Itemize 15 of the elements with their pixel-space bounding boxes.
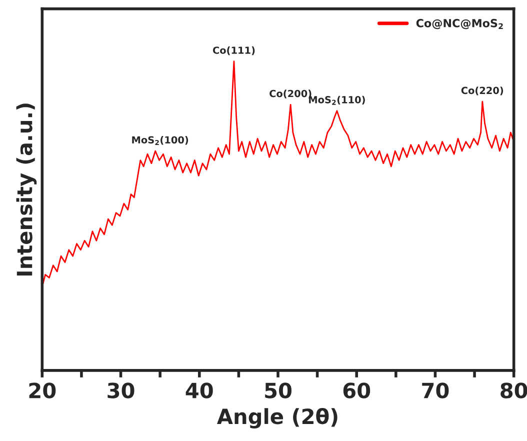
x-axis-title: Angle (2θ)	[216, 408, 338, 428]
x-tick-label: 20	[29, 382, 56, 398]
annotation: Co(220)	[461, 86, 504, 96]
annotation: MoS$_{2}$(100)	[132, 136, 188, 145]
x-tick-label: 70	[422, 382, 449, 398]
annotation: Co(200)	[270, 90, 312, 98]
legend-label: Co@NC@MoS$_{2}$	[416, 18, 503, 30]
x-tick-label: 40	[186, 382, 213, 398]
x-tick-label: 80	[500, 382, 527, 398]
x-tick-label: 60	[343, 382, 370, 398]
y-axis-title: Intensity (a.u.)	[16, 104, 37, 276]
annotation: Co(111)	[212, 46, 255, 56]
x-tick-label: 50	[265, 382, 292, 398]
annotation: MoS$_{2}$(110)	[309, 96, 365, 105]
x-tick-label: 30	[108, 382, 134, 398]
